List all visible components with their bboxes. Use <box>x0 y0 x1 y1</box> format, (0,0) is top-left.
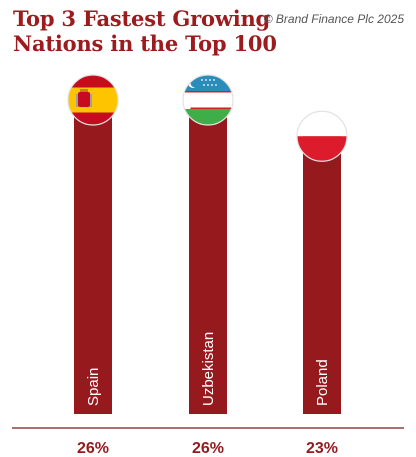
spain-flag-icon <box>67 74 119 126</box>
bar-uzbekistan <box>189 100 227 414</box>
chart-title: Top 3 Fastest Growing Nations in the Top… <box>13 6 277 56</box>
bars-group: Spain Uzbekistan Poland <box>74 100 341 414</box>
category-label-spain: Spain <box>85 368 102 406</box>
uzbekistan-flag-icon <box>182 74 234 126</box>
flags-group <box>67 74 348 162</box>
value-labels-group: 26% 26% 23% <box>77 440 338 457</box>
copyright-notice: © Brand Finance Plc 2025 <box>263 12 404 26</box>
bar-spain <box>74 100 112 414</box>
category-label-uzbekistan: Uzbekistan <box>200 332 217 406</box>
poland-flag-icon <box>296 110 348 162</box>
value-label-spain: 26% <box>77 440 109 457</box>
chart-title-line1: Top 3 Fastest Growing <box>13 6 271 31</box>
value-label-poland: 23% <box>306 440 338 457</box>
value-label-uzbekistan: 26% <box>192 440 224 457</box>
chart-title-line2: Nations in the Top 100 <box>13 31 277 56</box>
category-label-poland: Poland <box>314 359 331 406</box>
bar-poland <box>303 136 341 414</box>
